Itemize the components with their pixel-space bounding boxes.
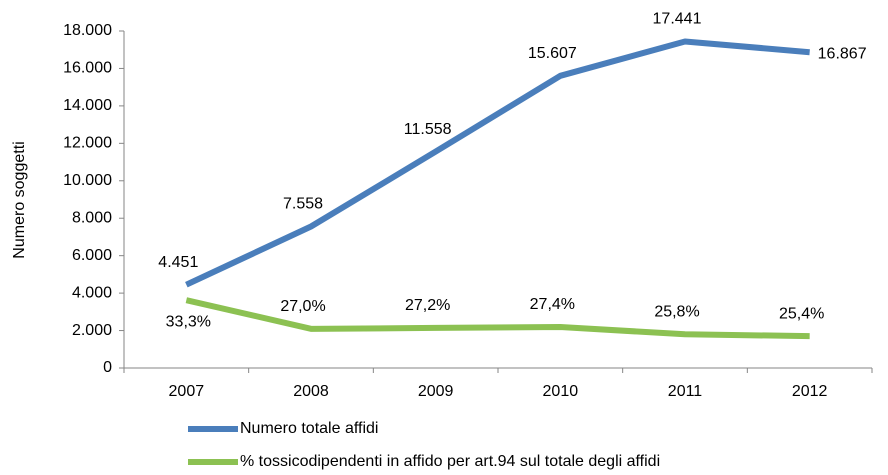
- x-tick-label: 2012: [792, 383, 828, 400]
- legend-label: Numero totale affidi: [240, 420, 378, 437]
- series-line: [185, 297, 810, 340]
- data-label: 4.451: [158, 254, 198, 271]
- y-tick-label: 10.000: [63, 172, 112, 189]
- x-tick-label: 2011: [668, 383, 703, 400]
- y-tick-label: 2.000: [72, 322, 112, 339]
- y-tick-label: 18.000: [63, 22, 112, 39]
- x-tick-label: 2007: [169, 383, 205, 400]
- data-label: 15.607: [528, 45, 577, 62]
- data-label: 33,3%: [166, 313, 211, 330]
- data-label: 25,8%: [654, 304, 699, 321]
- data-label: 25,4%: [779, 305, 824, 322]
- x-tick-label: 2010: [543, 383, 579, 400]
- data-label: 7.558: [283, 196, 323, 213]
- data-label: 11.558: [404, 121, 452, 138]
- y-tick-label: 16.000: [63, 60, 112, 77]
- y-tick-label: 12.000: [63, 135, 112, 152]
- x-tick-label: 2008: [293, 383, 329, 400]
- data-label: 27,4%: [530, 296, 575, 313]
- x-tick-label: 2009: [418, 383, 454, 400]
- data-label: 27,0%: [280, 298, 325, 315]
- legend-label: % tossicodipendenti in affido per art.94…: [240, 453, 660, 470]
- data-label: 17.441: [653, 11, 702, 28]
- y-tick-label: 6.000: [72, 247, 112, 264]
- y-tick-label: 4.000: [72, 284, 112, 301]
- y-tick-label: 14.000: [63, 97, 112, 114]
- y-tick-label: 8.000: [72, 209, 112, 226]
- y-axis-label: Numero soggetti: [11, 141, 28, 258]
- data-label: 27,2%: [405, 297, 450, 314]
- series-line: [185, 38, 810, 288]
- y-tick-label: 0: [103, 359, 112, 376]
- data-label: 16.867: [818, 45, 867, 62]
